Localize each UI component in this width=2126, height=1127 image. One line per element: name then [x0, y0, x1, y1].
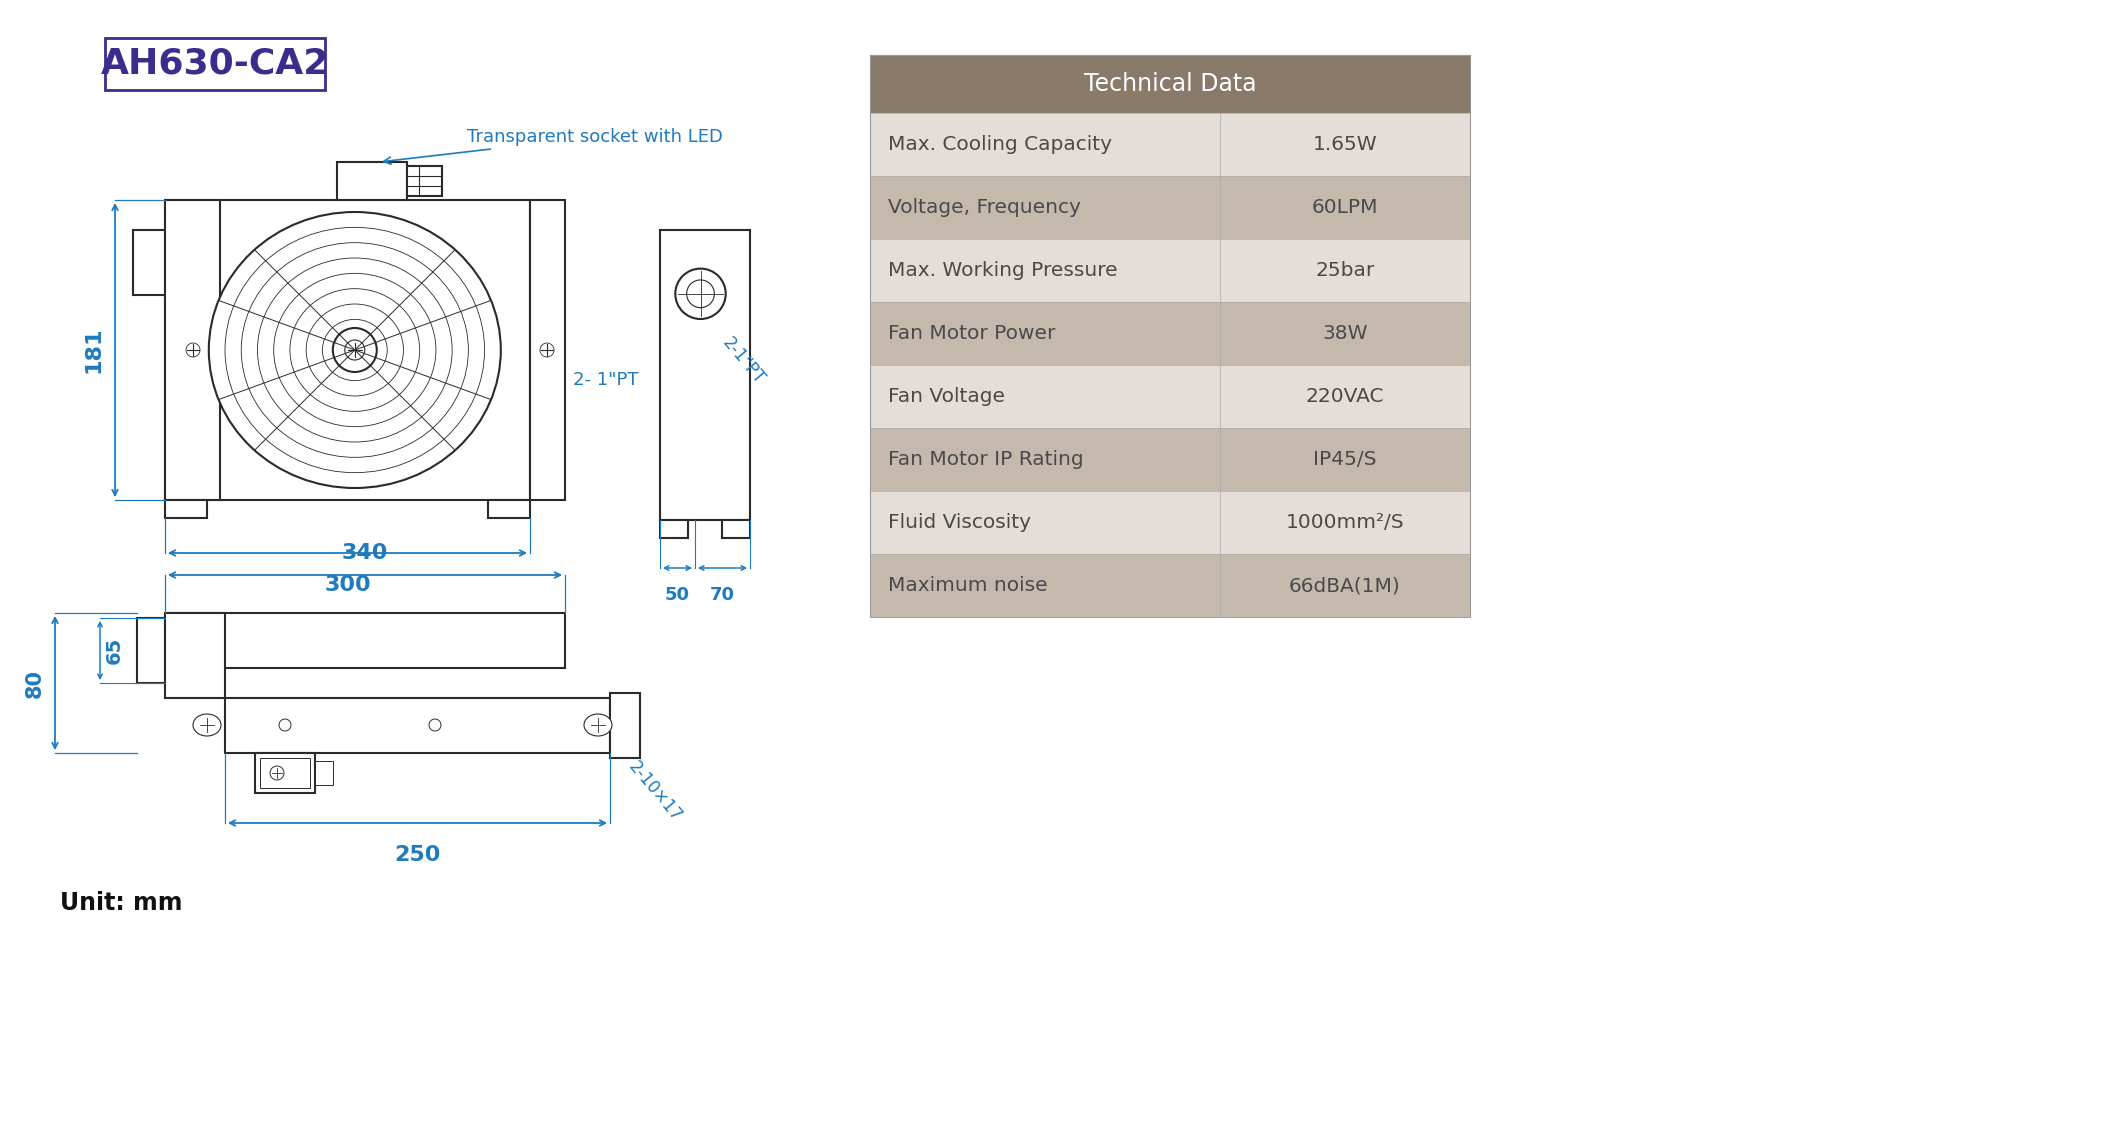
Text: 2-10×17: 2-10×17: [625, 758, 685, 825]
Text: Max. Cooling Capacity: Max. Cooling Capacity: [889, 135, 1112, 154]
Bar: [259, 758, 310, 788]
Text: 70: 70: [710, 586, 736, 604]
Text: 2-1"PT: 2-1"PT: [719, 334, 767, 388]
Bar: [870, 55, 1469, 113]
Bar: [610, 693, 640, 758]
Ellipse shape: [585, 715, 612, 736]
Text: Transparent socket with LED: Transparent socket with LED: [383, 128, 723, 165]
Text: 25bar: 25bar: [1316, 261, 1376, 279]
Bar: [529, 199, 566, 500]
Bar: [870, 176, 1220, 239]
Text: AH630-CA2: AH630-CA2: [100, 47, 330, 81]
Ellipse shape: [208, 212, 502, 488]
Bar: [1220, 491, 1469, 554]
Bar: [166, 500, 206, 518]
Bar: [1220, 365, 1469, 428]
Bar: [870, 554, 1220, 616]
Bar: [870, 239, 1220, 302]
Bar: [315, 761, 334, 786]
Bar: [1220, 302, 1469, 365]
Bar: [166, 613, 225, 698]
Text: 1000mm²/S: 1000mm²/S: [1286, 513, 1405, 532]
Bar: [1220, 176, 1469, 239]
Text: 1.65W: 1.65W: [1312, 135, 1378, 154]
Bar: [870, 428, 1220, 491]
Text: Voltage, Frequency: Voltage, Frequency: [889, 198, 1080, 218]
Bar: [489, 500, 529, 518]
Text: Technical Data: Technical Data: [1084, 72, 1256, 96]
Bar: [723, 520, 750, 538]
Bar: [1220, 239, 1469, 302]
Text: Fan Voltage: Fan Voltage: [889, 387, 1006, 406]
Bar: [870, 55, 1469, 616]
Bar: [406, 166, 442, 196]
Text: Fan Motor IP Rating: Fan Motor IP Rating: [889, 450, 1084, 469]
Text: 250: 250: [393, 845, 440, 866]
Circle shape: [279, 719, 291, 731]
Text: 80: 80: [26, 668, 45, 698]
Bar: [1220, 113, 1469, 176]
Circle shape: [334, 328, 376, 372]
Bar: [136, 618, 166, 683]
Bar: [870, 113, 1220, 176]
Circle shape: [687, 279, 714, 308]
Circle shape: [676, 268, 725, 319]
Circle shape: [270, 766, 285, 780]
Bar: [1220, 554, 1469, 616]
Text: 50: 50: [665, 586, 691, 604]
Circle shape: [429, 719, 440, 731]
Text: 66dBA(1M): 66dBA(1M): [1288, 576, 1401, 595]
Text: Fluid Viscosity: Fluid Viscosity: [889, 513, 1031, 532]
Bar: [1220, 428, 1469, 491]
Ellipse shape: [193, 715, 221, 736]
Text: 65: 65: [104, 637, 123, 664]
Text: Unit: mm: Unit: mm: [60, 891, 183, 915]
Text: 2- 1"PT: 2- 1"PT: [574, 371, 638, 389]
Bar: [166, 199, 529, 500]
Bar: [659, 520, 689, 538]
Text: 181: 181: [83, 327, 102, 373]
Text: 220VAC: 220VAC: [1305, 387, 1384, 406]
Text: Max. Working Pressure: Max. Working Pressure: [889, 261, 1118, 279]
Bar: [166, 613, 566, 668]
Bar: [870, 302, 1220, 365]
Text: 38W: 38W: [1322, 323, 1367, 343]
Text: 300: 300: [323, 575, 370, 595]
Bar: [338, 162, 406, 199]
Text: 60LPM: 60LPM: [1312, 198, 1378, 218]
Bar: [166, 199, 219, 500]
Text: 340: 340: [342, 543, 389, 564]
Bar: [134, 230, 166, 295]
Bar: [255, 753, 315, 793]
Bar: [870, 365, 1220, 428]
Circle shape: [344, 340, 366, 360]
Text: IP45/S: IP45/S: [1314, 450, 1378, 469]
Bar: [659, 230, 750, 520]
Text: Maximum noise: Maximum noise: [889, 576, 1048, 595]
Text: Fan Motor Power: Fan Motor Power: [889, 323, 1054, 343]
Bar: [870, 491, 1220, 554]
Bar: [225, 698, 610, 753]
